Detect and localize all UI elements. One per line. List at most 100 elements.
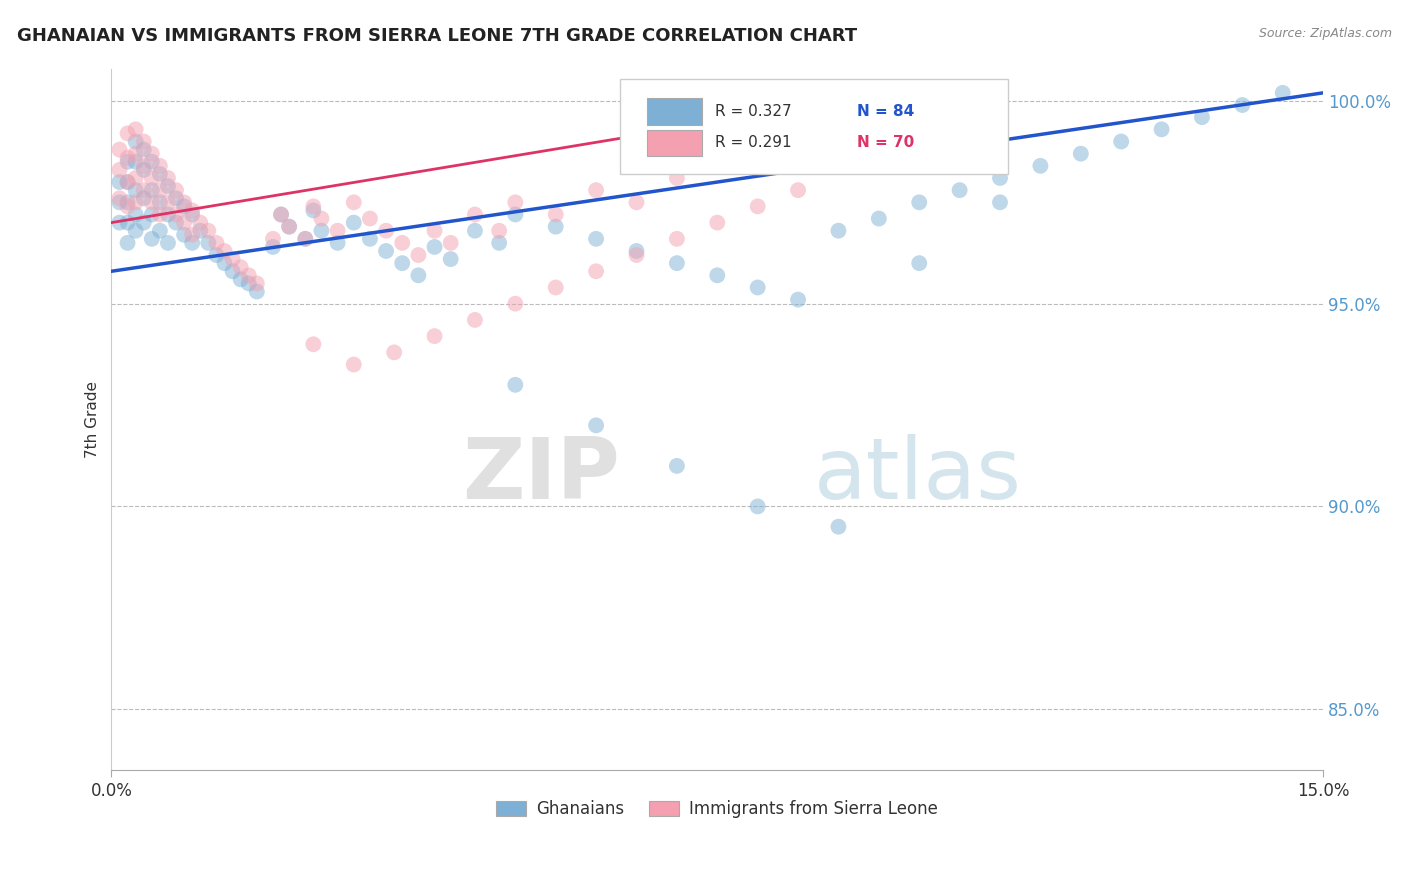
Point (626, 244, 648, 258)
Point (165, 183, 187, 197)
Point (302, 203, 325, 218)
Point (246, 285, 269, 299)
Point (1029, 159, 1052, 173)
Point (181, 227, 204, 242)
Point (270, 207, 292, 221)
Point (464, 224, 486, 238)
Point (505, 377, 527, 392)
Point (165, 191, 187, 205)
Point (173, 195, 195, 210)
Point (359, 211, 381, 226)
Point (1191, 110, 1213, 124)
Point (124, 195, 146, 210)
Text: N = 70: N = 70 (856, 136, 914, 151)
Point (229, 272, 252, 286)
Point (1109, 135, 1132, 149)
Point (440, 252, 463, 266)
Point (302, 199, 325, 213)
Point (626, 248, 648, 262)
Point (124, 207, 146, 221)
Point (262, 240, 284, 254)
Point (1232, 98, 1254, 112)
Point (343, 195, 366, 210)
Point (173, 216, 195, 230)
Point (868, 211, 890, 226)
Point (626, 195, 648, 210)
Point (294, 232, 316, 246)
Point (124, 154, 146, 169)
Point (391, 256, 413, 270)
Point (149, 224, 172, 238)
Text: atlas: atlas (814, 434, 1022, 516)
Point (156, 195, 179, 210)
Point (173, 227, 195, 242)
Point (108, 191, 131, 205)
FancyBboxPatch shape (620, 79, 1008, 174)
Point (197, 235, 219, 250)
Point (359, 232, 381, 246)
Point (423, 240, 446, 254)
Point (787, 183, 810, 197)
Point (505, 207, 527, 221)
Point (132, 183, 155, 197)
Point (229, 260, 252, 275)
Text: N = 84: N = 84 (856, 103, 914, 119)
Point (165, 216, 187, 230)
Point (108, 143, 131, 157)
Point (117, 199, 139, 213)
Point (488, 224, 510, 238)
Point (149, 159, 172, 173)
Point (326, 224, 349, 238)
Point (706, 216, 728, 230)
Point (311, 224, 333, 238)
Point (311, 211, 333, 226)
Point (149, 167, 172, 181)
Legend: Ghanaians, Immigrants from Sierra Leone: Ghanaians, Immigrants from Sierra Leone (489, 794, 945, 825)
Point (117, 175, 139, 189)
Point (343, 216, 366, 230)
Point (326, 235, 349, 250)
Point (262, 232, 284, 246)
Point (165, 207, 187, 221)
Point (302, 337, 325, 351)
Point (827, 224, 849, 238)
Point (375, 244, 398, 258)
Point (343, 358, 366, 372)
Point (988, 195, 1011, 210)
Point (124, 146, 146, 161)
Point (423, 329, 446, 343)
Point (585, 264, 607, 278)
Point (197, 224, 219, 238)
Point (505, 296, 527, 310)
Point (278, 219, 301, 234)
Point (1150, 122, 1173, 136)
Point (665, 256, 688, 270)
Point (141, 195, 163, 210)
Point (585, 183, 607, 197)
Point (908, 195, 931, 210)
Point (117, 235, 139, 250)
Y-axis label: 7th Grade: 7th Grade (86, 381, 100, 458)
Point (132, 191, 155, 205)
Point (181, 203, 204, 218)
Point (108, 195, 131, 210)
Point (132, 135, 155, 149)
Point (294, 232, 316, 246)
Point (665, 171, 688, 186)
Point (124, 135, 146, 149)
Point (1070, 146, 1092, 161)
Point (117, 216, 139, 230)
Point (585, 232, 607, 246)
Text: GHANAIAN VS IMMIGRANTS FROM SIERRA LEONE 7TH GRADE CORRELATION CHART: GHANAIAN VS IMMIGRANTS FROM SIERRA LEONE… (17, 27, 858, 45)
Point (117, 195, 139, 210)
Point (706, 268, 728, 283)
Point (156, 179, 179, 194)
Point (124, 183, 146, 197)
Point (375, 224, 398, 238)
Text: R = 0.291: R = 0.291 (714, 136, 792, 151)
Point (505, 195, 527, 210)
Point (141, 171, 163, 186)
Point (108, 162, 131, 177)
Point (221, 252, 243, 266)
Point (988, 171, 1011, 186)
